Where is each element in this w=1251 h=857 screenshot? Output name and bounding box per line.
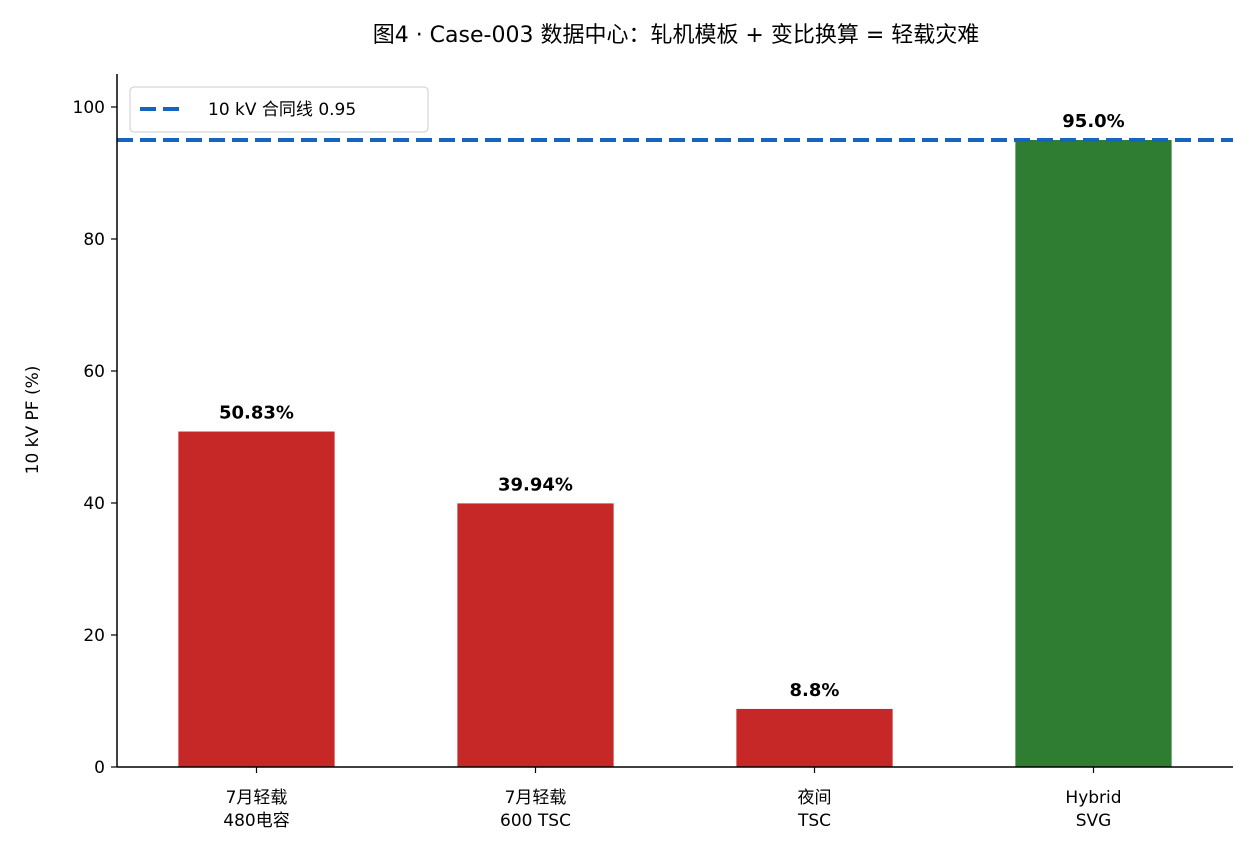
x-tick-label: TSC xyxy=(797,811,831,831)
y-tick-label: 100 xyxy=(73,98,105,118)
plot-area: 50.83% 39.94% 8.8% 95.0% 0 20 40 60 80 100 7月轻载 480… xyxy=(73,74,1233,831)
x-tick-label: 600 TSC xyxy=(500,811,571,831)
x-tick-label: 7月轻载 xyxy=(226,788,288,808)
data-label: 50.83% xyxy=(219,403,294,424)
legend-label: 10 kV 合同线 0.95 xyxy=(208,100,356,120)
legend-box xyxy=(129,86,429,133)
y-tick-label: 0 xyxy=(94,758,105,778)
chart-title: 图4 · Case-003 数据中心：轧机模板 + 变比换算 = 轻载灾难 xyxy=(373,23,980,48)
x-tick-label: 7月轻载 xyxy=(505,788,567,808)
data-label: 8.8% xyxy=(790,680,840,701)
bar xyxy=(736,708,893,767)
x-tick-label: 480电容 xyxy=(223,811,289,831)
data-label: 95.0% xyxy=(1062,111,1124,132)
x-tick-label: Hybrid xyxy=(1065,788,1121,808)
y-tick-label: 80 xyxy=(83,230,105,250)
y-tick-label: 40 xyxy=(83,494,105,514)
y-axis-label: 10 kV PF (%) xyxy=(23,366,43,475)
x-tick-label: 夜间 xyxy=(798,788,832,808)
data-label: 39.94% xyxy=(498,474,573,495)
x-tick-label: SVG xyxy=(1076,811,1112,831)
y-tick-label: 20 xyxy=(83,626,105,646)
bar xyxy=(457,503,614,767)
bar xyxy=(178,431,335,767)
y-tick-label: 60 xyxy=(83,362,105,382)
bar xyxy=(1015,140,1172,767)
